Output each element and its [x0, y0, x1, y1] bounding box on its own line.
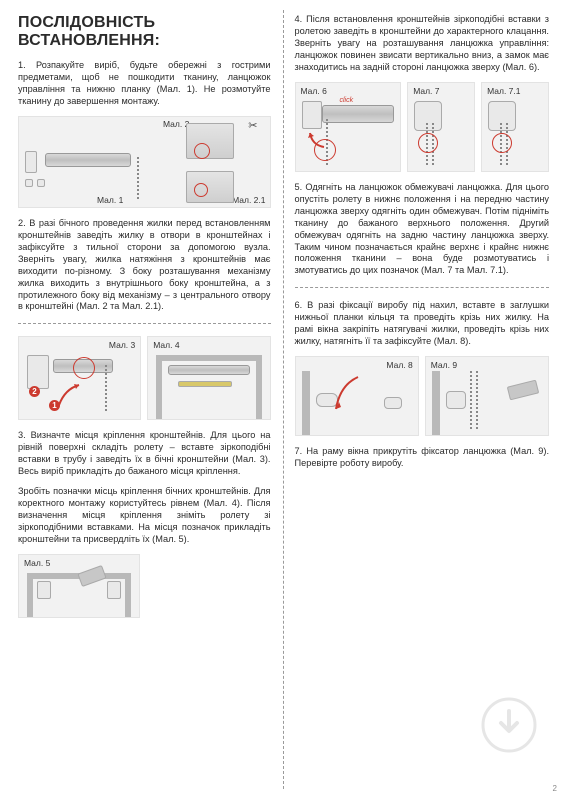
- highlight-circle-2: [194, 183, 208, 197]
- fig6-arrow: [304, 127, 328, 151]
- click-label: click: [340, 97, 354, 104]
- figure-row-6-7-71: Мал. 6 click Мал. 7 Мал. 7.1: [295, 82, 550, 172]
- fig4-frame-left: [156, 355, 162, 419]
- figure-71: Мал. 7.1: [481, 82, 549, 172]
- fig-label-mal7: Мал. 7: [413, 86, 439, 96]
- step-4-text: 4. Після встановлення кронштейнів зіркоп…: [295, 14, 550, 74]
- part-chain: [137, 157, 139, 201]
- figure-1-2-21: Мал. 2 Мал. 2.1 Мал. 1 ✂: [18, 116, 271, 208]
- step-5-text: 5. Одягніть на ланцюжок обмежувачі ланцю…: [295, 182, 550, 278]
- fig3-circle: [73, 357, 95, 379]
- fig4-tube: [168, 365, 249, 375]
- fig9-chain-2: [476, 371, 478, 431]
- fig6-tube: [322, 105, 395, 123]
- part-bracket: [25, 151, 37, 173]
- fig9-chain-1: [470, 371, 472, 431]
- page-title: ПОСЛІДОВНІСТЬ ВСТАНОВЛЕННЯ:: [18, 14, 271, 50]
- right-column: 4. Після встановлення кронштейнів зіркоп…: [283, 0, 565, 799]
- detail-mal2: [186, 123, 234, 159]
- fig-label-mal8: Мал. 8: [386, 360, 412, 370]
- fig8-frame: [302, 371, 310, 435]
- figure-5: Мал. 5: [18, 554, 140, 618]
- fig8-arrow: [332, 375, 362, 415]
- fig9-frame: [432, 371, 440, 435]
- left-column: ПОСЛІДОВНІСТЬ ВСТАНОВЛЕННЯ: 1. Розпакуйт…: [0, 0, 283, 799]
- figure-6: Мал. 6 click: [295, 82, 402, 172]
- fig7-mech: [414, 101, 442, 131]
- fig-label-mal9: Мал. 9: [431, 360, 457, 370]
- figure-9: Мал. 9: [425, 356, 549, 436]
- figure-3: Мал. 3 2 1: [18, 336, 141, 420]
- figure-7: Мал. 7: [407, 82, 475, 172]
- step-2-text: 2. В разі бічного проведення жилки перед…: [18, 218, 271, 314]
- step-3a-text: 3. Визначте місця кріплення кронштейнів.…: [18, 430, 271, 478]
- fig5-drill: [77, 565, 106, 587]
- fig5-frame-left: [27, 573, 33, 617]
- part-small: [25, 179, 33, 187]
- fig71-circle: [492, 133, 512, 153]
- step-3b-text: Зробіть позначки місць кріплення бічних …: [18, 486, 271, 546]
- scissors-icon: ✂: [248, 119, 257, 132]
- figure-8: Мал. 8: [295, 356, 419, 436]
- page-root: ПОСЛІДОВНІСТЬ ВСТАНОВЛЕННЯ: 1. Розпакуйт…: [0, 0, 565, 799]
- figure-4: Мал. 4: [147, 336, 270, 420]
- fig3-bracket: [27, 355, 49, 389]
- step-6-text: 6. В разі фіксації виробу під нахил, вст…: [295, 300, 550, 348]
- fig4-frame-right: [256, 355, 262, 419]
- callout-2: 2: [29, 386, 40, 397]
- fig4-frame-top: [156, 355, 261, 361]
- fig-label-mal1: Мал. 1: [97, 195, 123, 205]
- step-1-text: 1. Розпакуйте виріб, будьте обережні з г…: [18, 60, 271, 108]
- fig3-arrow: [55, 381, 85, 409]
- fig5-bracket-r: [107, 581, 121, 599]
- step-7-text: 7. На раму вікна прикрутіть фіксатор лан…: [295, 446, 550, 470]
- fig7-circle: [418, 133, 438, 153]
- left-h-divider: [18, 323, 271, 324]
- fig-label-mal4: Мал. 4: [153, 340, 179, 350]
- figure-row-3-4: Мал. 3 2 1 Мал. 4: [18, 336, 271, 420]
- fig-label-mal21: Мал. 2.1: [232, 195, 265, 205]
- part-small-2: [37, 179, 45, 187]
- fig71-mech: [488, 101, 516, 131]
- fig8-part: [384, 397, 402, 409]
- right-h-divider: [295, 287, 550, 288]
- fig3-chain: [105, 365, 107, 413]
- fig5-bracket-l: [37, 581, 51, 599]
- fig-label-mal6: Мал. 6: [301, 86, 327, 96]
- fig9-drill: [507, 380, 539, 401]
- watermark-icon: [481, 697, 537, 753]
- detail-mal21: [186, 171, 234, 203]
- fig4-level: [178, 381, 232, 387]
- part-tube: [45, 153, 131, 167]
- fig5-frame-right: [125, 573, 131, 617]
- fig-label-mal71: Мал. 7.1: [487, 86, 520, 96]
- fig9-fixator: [446, 391, 466, 409]
- figure-row-8-9: Мал. 8 Мал. 9: [295, 356, 550, 436]
- fig6-bracket: [302, 101, 322, 129]
- highlight-circle-1: [194, 143, 210, 159]
- fig-label-mal3: Мал. 3: [109, 340, 135, 350]
- fig-label-mal5: Мал. 5: [24, 558, 50, 568]
- page-number: 2: [553, 784, 557, 793]
